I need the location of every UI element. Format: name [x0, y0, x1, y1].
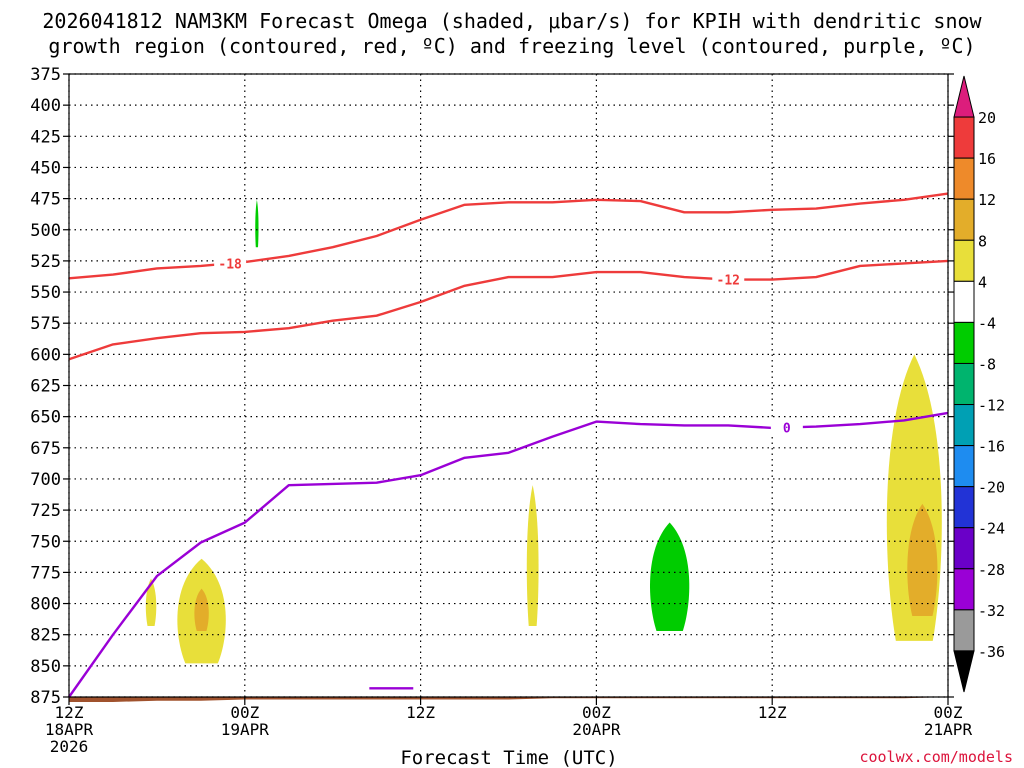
colorbar-label: -36 — [978, 643, 1005, 661]
x-tick-label: 12Z — [55, 703, 84, 722]
y-tick-label: 475 — [30, 190, 61, 210]
colorbar-box — [953, 116, 975, 159]
y-tick-label: 650 — [30, 408, 61, 428]
x-tick-label: 19APR — [221, 720, 270, 739]
y-tick-label: 775 — [30, 563, 61, 583]
y-tick-label: 550 — [30, 283, 61, 303]
omega-region-7 — [650, 522, 690, 631]
chart-title-line2: growth region (contoured, red, ºC) and f… — [48, 34, 975, 58]
colorbar-label: -24 — [978, 520, 1005, 538]
y-tick-label: 450 — [30, 158, 61, 178]
omega-shading — [145, 199, 942, 664]
y-tick-label: 375 — [30, 65, 61, 85]
x-tick-label: 00Z — [934, 703, 963, 722]
colorbar-label: -20 — [978, 479, 1005, 497]
omega-region-0 — [145, 578, 157, 626]
colorbar-label: -32 — [978, 602, 1005, 620]
contours: -18 -12 0 — [68, 192, 949, 698]
colorbar-label: -28 — [978, 561, 1005, 579]
colorbar-label: -8 — [978, 355, 996, 373]
colorbar-box — [953, 404, 975, 447]
omega-region-3 — [526, 485, 539, 626]
y-tick-label: 525 — [30, 252, 61, 272]
y-tick-label: 600 — [30, 345, 61, 365]
terrain-fill — [69, 697, 948, 702]
x-axis-title: Forecast Time (UTC) — [400, 747, 617, 768]
contour-label-bg — [712, 271, 745, 288]
colorbar-box — [953, 321, 975, 364]
terrain — [69, 697, 948, 702]
x-tick-label: 20APR — [572, 720, 621, 739]
y-tick-label: 825 — [30, 626, 61, 646]
y-tick-label: 500 — [30, 221, 61, 241]
colorbar-box — [953, 239, 975, 282]
x-tick-label: 12Z — [406, 703, 435, 722]
colorbar-label: 4 — [978, 273, 987, 291]
y-tick-label: 575 — [30, 314, 61, 334]
x-tick-label: 18APR — [45, 720, 94, 739]
x-tick-label: 21APR — [924, 720, 973, 739]
y-tick-label: 800 — [30, 595, 61, 615]
colorbar-label: -16 — [978, 438, 1005, 456]
colorbar: 20 16 12 8 4 -4 -8 -12 -16 -20 -24 -28 -32 -36 — [953, 75, 1005, 693]
y-tick-label: 625 — [30, 377, 61, 397]
contour-label: 0 — [783, 421, 791, 436]
x-tick-label: 00Z — [230, 703, 259, 722]
x-tick-label: 2026 — [50, 737, 89, 756]
contour-line--12 — [68, 259, 949, 361]
colorbar-label: 16 — [978, 150, 996, 168]
colorbar-box — [953, 362, 975, 406]
colorbar-box — [953, 445, 975, 488]
colorbar-box — [953, 280, 975, 323]
omega-region-6 — [255, 199, 259, 248]
contour-label-bg — [770, 419, 803, 436]
colorbar-bottom-triangle — [953, 650, 975, 693]
colorbar-label: 12 — [978, 191, 996, 209]
omega-region-2 — [194, 588, 209, 631]
y-axis: 375 400 425 450 475 500 525 550 575 600 625 650 675 7… — [30, 65, 954, 708]
colorbar-label: 8 — [978, 232, 987, 250]
y-tick-label: 725 — [30, 501, 61, 521]
x-tick-label: 12Z — [758, 703, 787, 722]
colorbar-label: 20 — [978, 109, 996, 127]
y-tick-label: 875 — [30, 688, 61, 708]
x-tick-label: 00Z — [582, 703, 611, 722]
contour-line--18 — [68, 192, 949, 280]
colorbar-box — [953, 527, 975, 570]
y-tick-label: 425 — [30, 127, 61, 147]
colorbar-label: -4 — [978, 314, 996, 332]
colorbar-label: -12 — [978, 397, 1005, 415]
colorbar-box — [953, 568, 975, 611]
colorbar-top-triangle — [953, 75, 975, 118]
y-tick-label: 850 — [30, 657, 61, 677]
contour-label: -12 — [717, 274, 740, 289]
y-tick-label: 750 — [30, 532, 61, 552]
contour-label: -18 — [218, 257, 242, 272]
colorbar-box — [953, 157, 975, 200]
credit-text: coolwx.com/models — [859, 748, 1013, 766]
contour-label-bg — [214, 255, 247, 272]
y-tick-label: 700 — [30, 470, 61, 490]
colorbar-box — [953, 486, 975, 529]
y-tick-label: 675 — [30, 439, 61, 459]
colorbar-box — [953, 198, 975, 241]
colorbar-box — [953, 609, 975, 652]
y-tick-label: 400 — [30, 96, 61, 116]
chart-title-line1: 2026041812 NAM3KM Forecast Omega (shaded… — [42, 9, 982, 33]
omega-region-5 — [907, 503, 938, 617]
